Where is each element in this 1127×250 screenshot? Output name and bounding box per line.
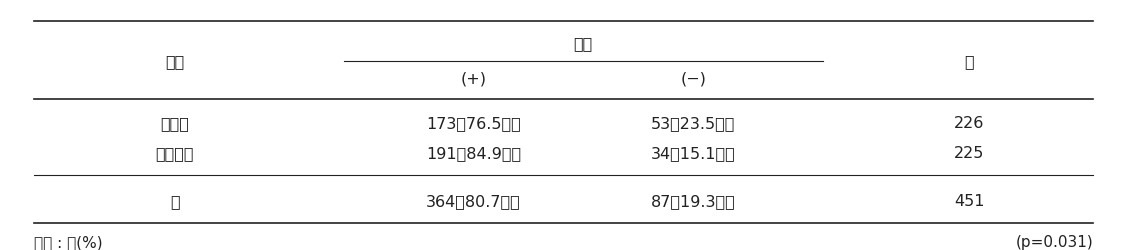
Text: 53（23.5％）: 53（23.5％） <box>651 116 735 131</box>
Text: 364（80.7％）: 364（80.7％） <box>426 194 521 209</box>
Text: 34（15.1％）: 34（15.1％） <box>650 146 736 161</box>
Text: 191（84.9％）: 191（84.9％） <box>426 146 521 161</box>
Text: 이팍살: 이팍살 <box>160 116 189 131</box>
Text: 225: 225 <box>955 146 984 161</box>
Text: 226: 226 <box>955 116 984 131</box>
Text: 계: 계 <box>170 194 179 209</box>
Text: (p=0.031): (p=0.031) <box>1015 235 1093 250</box>
Text: (−): (−) <box>681 71 706 86</box>
Text: 백신: 백신 <box>165 54 185 69</box>
Text: 계: 계 <box>965 54 974 69</box>
Text: (+): (+) <box>460 71 487 86</box>
Text: 하브릭스: 하브릭스 <box>156 146 194 161</box>
Text: 87（19.3％）: 87（19.3％） <box>650 194 736 209</box>
Text: 항체: 항체 <box>574 36 593 51</box>
Text: 173（76.5％）: 173（76.5％） <box>426 116 521 131</box>
Text: 451: 451 <box>953 194 985 209</box>
Text: 단위 : 명(%): 단위 : 명(%) <box>34 235 103 250</box>
